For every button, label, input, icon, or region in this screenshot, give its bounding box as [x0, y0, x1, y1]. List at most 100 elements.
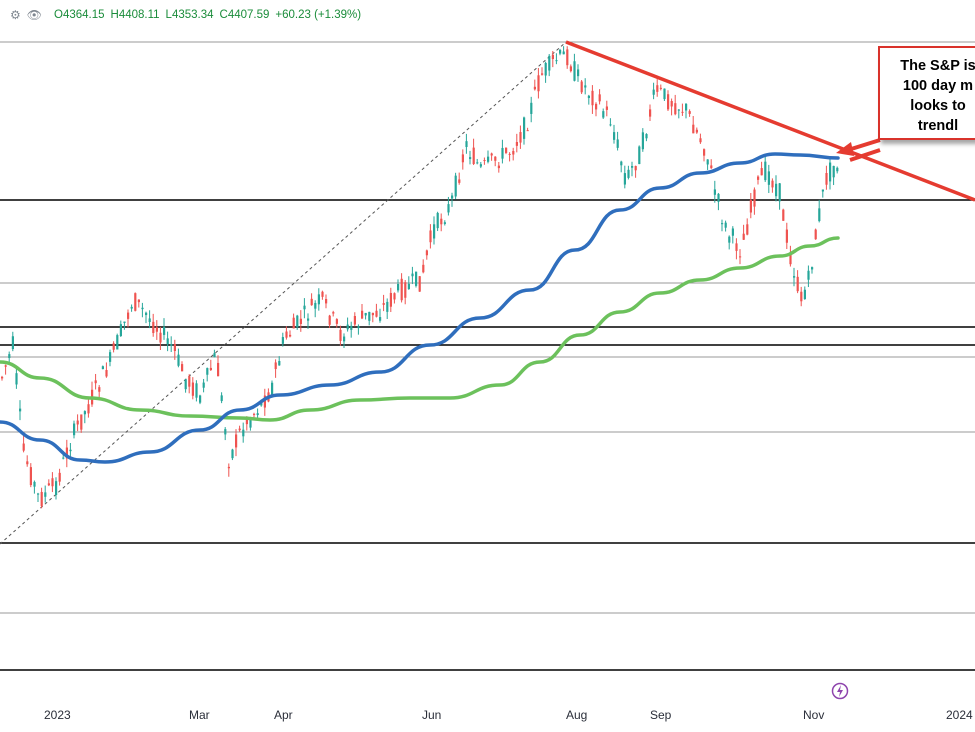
candle [695, 127, 698, 134]
candle [537, 68, 540, 99]
candle [523, 116, 526, 145]
candle [350, 321, 353, 338]
close-value: C4407.59 [219, 9, 270, 21]
candle [134, 292, 137, 312]
candle [533, 79, 536, 91]
candle [735, 238, 738, 260]
candle [411, 266, 414, 285]
candle [11, 331, 14, 352]
candle [825, 165, 828, 190]
candle [688, 109, 691, 117]
candle [386, 298, 389, 320]
candle [44, 485, 47, 503]
candle [728, 235, 731, 250]
candle [778, 183, 781, 210]
candle [98, 385, 101, 400]
candle [299, 310, 302, 332]
candle [760, 161, 763, 176]
candle [742, 224, 745, 240]
candle [515, 133, 518, 153]
candle [487, 150, 490, 164]
candle [526, 127, 529, 132]
candle [721, 219, 724, 232]
candle [793, 267, 796, 287]
candle [512, 147, 515, 161]
gear-icon[interactable]: ⚙ [10, 8, 21, 22]
candle [562, 46, 565, 55]
candle [447, 196, 450, 216]
candle [415, 271, 418, 288]
candle [170, 336, 173, 353]
candle [105, 362, 108, 378]
candle [764, 155, 767, 182]
candle [191, 377, 194, 400]
candle [289, 330, 292, 338]
candle [422, 259, 425, 274]
candle [710, 159, 713, 170]
candle [530, 96, 533, 123]
candle [548, 54, 551, 77]
candle [199, 394, 202, 405]
x-tick-label: Nov [803, 708, 825, 722]
candle [713, 180, 716, 203]
candle [328, 314, 331, 328]
candle [551, 50, 554, 68]
candle [220, 392, 223, 404]
candle [213, 349, 216, 358]
candle [375, 303, 378, 318]
candle [476, 158, 479, 165]
candle [821, 189, 824, 198]
candle [832, 165, 835, 186]
candle [620, 160, 623, 173]
candle [145, 311, 148, 324]
candle [37, 492, 40, 502]
candle [325, 294, 328, 309]
candle [605, 100, 608, 117]
candle [753, 187, 756, 215]
candle [616, 131, 619, 151]
trading-icon[interactable] [831, 682, 849, 700]
candle [206, 367, 209, 382]
candle [566, 46, 569, 69]
candle [51, 472, 54, 493]
open-value: O4364.15 [54, 9, 105, 21]
candle [573, 53, 576, 82]
candle [94, 373, 97, 390]
candle [217, 355, 220, 377]
change-value: +60.23 (+1.39%) [275, 9, 362, 21]
candle [461, 149, 464, 170]
candle [775, 175, 778, 202]
candle [346, 317, 349, 332]
candle [296, 314, 299, 330]
candle [238, 425, 241, 432]
candle [746, 218, 749, 236]
candle [757, 175, 760, 185]
ohlc-legend: ⚙ 👁 O4364.15 H4408.11 L4353.34 C4407.59 … [10, 6, 361, 24]
candle [609, 118, 612, 127]
candle [634, 165, 637, 178]
trendline[interactable] [565, 40, 975, 202]
candle [195, 380, 198, 402]
candle [123, 321, 126, 330]
candle [58, 468, 61, 486]
candle [148, 310, 151, 329]
x-tick-label: Sep [650, 708, 672, 722]
candle [19, 400, 22, 421]
candle [227, 463, 230, 477]
candle [177, 348, 180, 368]
candle [253, 412, 256, 418]
candle [436, 211, 439, 232]
candle [544, 61, 547, 83]
candle [433, 216, 436, 245]
candle [166, 331, 169, 352]
candle [188, 374, 191, 394]
eye-icon[interactable]: 👁 [26, 8, 42, 22]
candle [173, 339, 176, 360]
candle [652, 82, 655, 100]
candle [429, 224, 432, 249]
candle [116, 333, 119, 350]
candle [519, 125, 522, 149]
candle [321, 290, 324, 300]
candle [65, 439, 68, 468]
